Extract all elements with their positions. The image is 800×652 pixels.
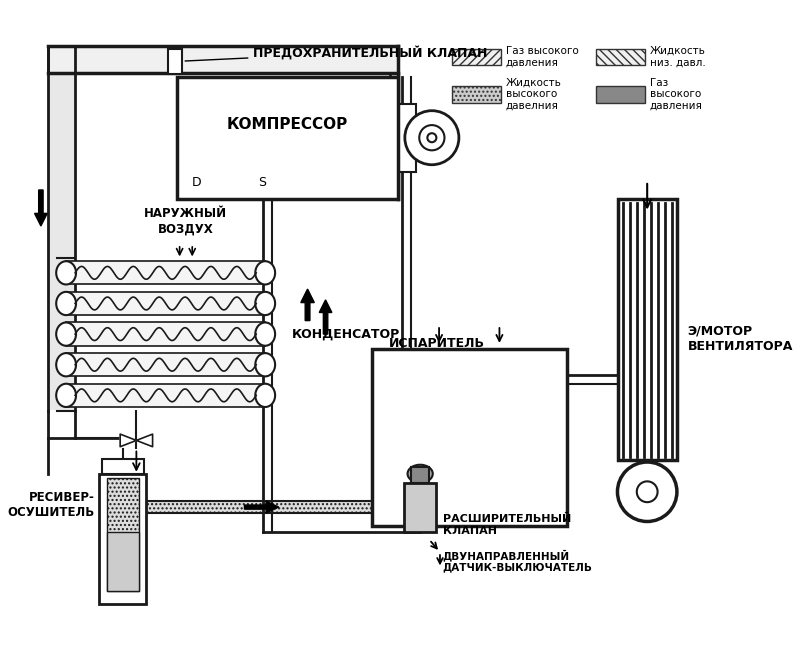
Bar	[48, 46, 398, 73]
Bar	[49, 47, 74, 410]
Bar	[106, 479, 139, 591]
Bar	[404, 482, 436, 532]
Ellipse shape	[255, 323, 275, 346]
Bar	[596, 86, 646, 102]
Bar	[146, 501, 420, 513]
Bar	[373, 349, 567, 526]
Text: Газ
высокого
давления: Газ высокого давления	[650, 78, 702, 111]
Ellipse shape	[255, 292, 275, 315]
Bar	[102, 459, 143, 474]
Text: Жидкость
низ. давл.: Жидкость низ. давл.	[650, 46, 706, 67]
Text: D: D	[192, 176, 202, 189]
Circle shape	[618, 462, 677, 522]
Circle shape	[427, 133, 436, 142]
Polygon shape	[120, 434, 136, 447]
Ellipse shape	[56, 353, 76, 376]
Bar	[66, 384, 266, 407]
Text: РАСШИРИТЕЛЬНЫЙ
КЛАПАН: РАСШИРИТЕЛЬНЫЙ КЛАПАН	[442, 514, 571, 536]
Ellipse shape	[255, 353, 275, 376]
Circle shape	[419, 125, 445, 151]
Text: Жидкость
высокого
давелния: Жидкость высокого давелния	[506, 78, 562, 111]
Bar	[66, 292, 266, 315]
Bar	[452, 48, 502, 65]
Circle shape	[637, 481, 658, 502]
FancyArrow shape	[245, 501, 278, 513]
Text: НАРУЖНЫЙ
ВОЗДУХ: НАРУЖНЫЙ ВОЗДУХ	[144, 207, 227, 235]
FancyArrow shape	[34, 190, 47, 226]
Bar	[66, 353, 266, 376]
Bar	[380, 357, 560, 519]
Text: ИСПАРИТЕЛЬ: ИСПАРИТЕЛЬ	[389, 336, 485, 349]
Text: S: S	[258, 176, 266, 189]
Polygon shape	[136, 434, 153, 447]
Ellipse shape	[56, 292, 76, 315]
Text: РЕСИВЕР-
ОСУШИТЕЛЬ: РЕСИВЕР- ОСУШИТЕЛЬ	[8, 491, 95, 519]
Bar	[390, 73, 398, 199]
Text: Э/МОТОР
ВЕНТИЛЯТОРА: Э/МОТОР ВЕНТИЛЯТОРА	[688, 325, 793, 353]
Ellipse shape	[255, 384, 275, 407]
Circle shape	[405, 111, 459, 165]
Ellipse shape	[255, 261, 275, 284]
Bar	[66, 323, 266, 346]
Bar	[596, 48, 646, 65]
Bar	[380, 357, 560, 519]
Text: ДВУНАПРАВЛЕННЫЙ
ДАТЧИК-ВЫКЛЮЧАТЕЛЬ: ДВУНАПРАВЛЕННЫЙ ДАТЧИК-ВЫКЛЮЧАТЕЛЬ	[442, 550, 593, 573]
Bar	[452, 86, 502, 102]
Bar	[411, 467, 429, 482]
Bar	[618, 199, 677, 460]
Bar	[168, 48, 182, 74]
Bar	[48, 46, 398, 73]
Text: КОМПРЕССОР: КОМПРЕССОР	[226, 117, 347, 132]
Bar	[106, 532, 139, 591]
Ellipse shape	[56, 261, 76, 284]
Ellipse shape	[56, 384, 76, 407]
FancyArrow shape	[301, 289, 314, 321]
Text: Газ высокого
давления: Газ высокого давления	[506, 46, 578, 67]
Text: КОНДЕНСАТОР: КОНДЕНСАТОР	[292, 327, 401, 340]
Bar	[99, 474, 146, 604]
FancyArrow shape	[319, 300, 332, 334]
Bar	[66, 261, 266, 284]
Ellipse shape	[56, 323, 76, 346]
Bar	[177, 78, 398, 199]
Ellipse shape	[407, 465, 433, 482]
Text: ПРЕДОХРАНИТЕЛЬНЫЙ КЛАПАН: ПРЕДОХРАНИТЕЛЬНЫЙ КЛАПАН	[185, 45, 488, 61]
Bar	[398, 104, 416, 172]
